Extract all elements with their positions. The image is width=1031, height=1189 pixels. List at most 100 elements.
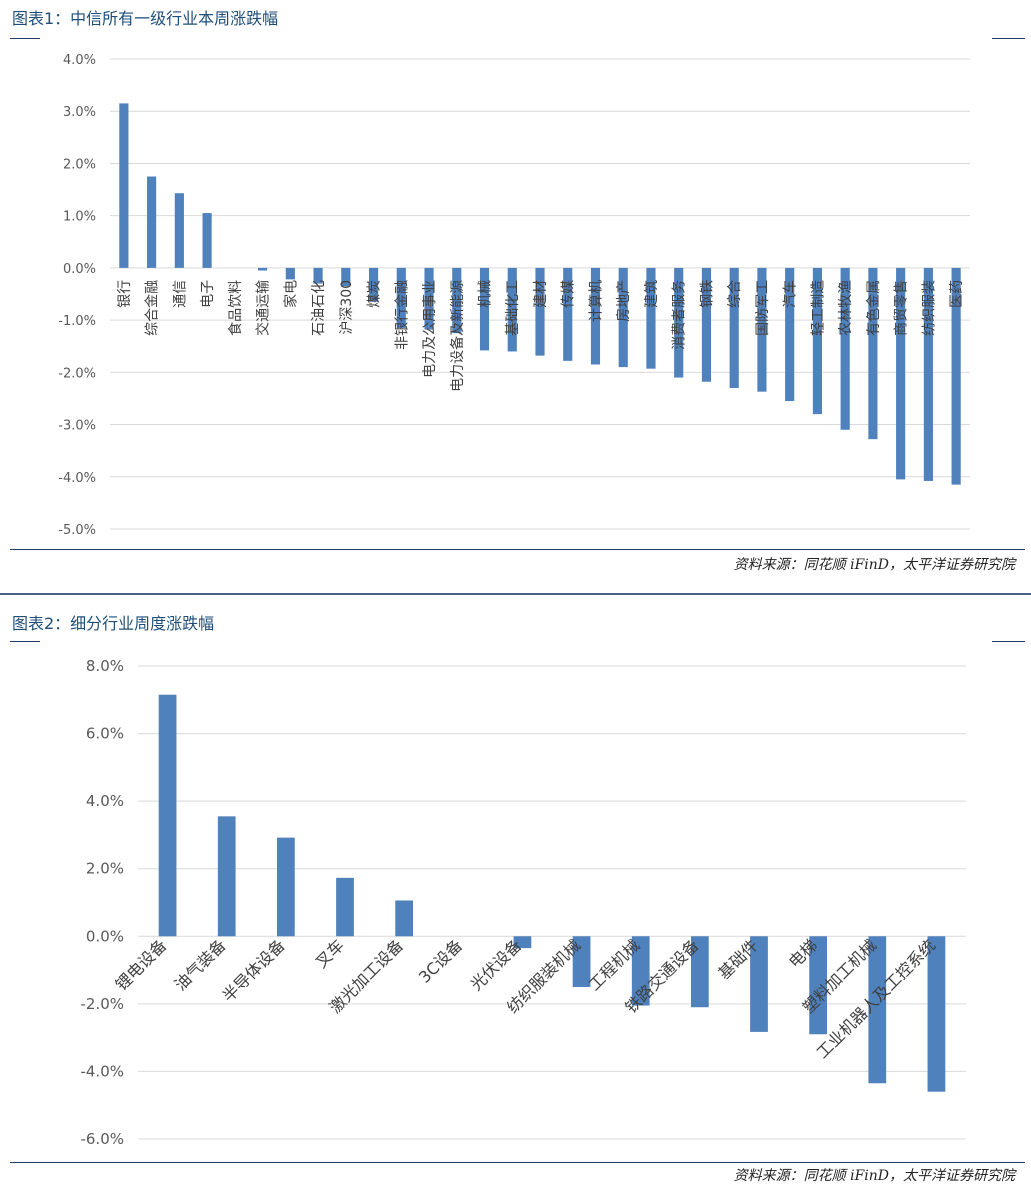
category-label: 房地产 — [616, 280, 632, 322]
category-label: 国防军工 — [755, 280, 771, 336]
category-label: 半导体设备 — [219, 936, 289, 1006]
figure2-top-rule — [10, 641, 40, 642]
category-label: 医药 — [949, 280, 965, 308]
bar — [618, 267, 628, 368]
bar — [285, 267, 295, 280]
category-label: 光伏设备 — [467, 936, 526, 995]
bar — [313, 267, 323, 284]
category-label: 煤炭 — [367, 280, 383, 308]
bar — [479, 267, 490, 351]
category-label: 基础化工 — [504, 280, 521, 336]
y-tick-label: -5.0% — [58, 523, 96, 538]
bar — [896, 267, 906, 480]
y-tick-label: 0.0% — [63, 262, 96, 277]
bar — [927, 936, 946, 1092]
y-tick-label: 4.0% — [63, 53, 96, 68]
y-tick-label: -4.0% — [80, 1062, 124, 1080]
category-label: 电力及公用事业 — [422, 280, 438, 378]
category-label: 建筑 — [644, 280, 660, 308]
figure1-source: 资料来源：同花顺 iFinD，太平洋证券研究院 — [733, 557, 1015, 573]
y-tick-label: -1.0% — [58, 314, 96, 329]
bar — [119, 103, 129, 268]
category-label: 交通运输 — [255, 280, 272, 336]
figure2-title: 图表2：细分行业周度涨跌幅 — [12, 614, 215, 633]
figure2-top-rule-right — [992, 641, 1025, 642]
bar — [951, 267, 961, 485]
bar — [396, 267, 406, 328]
y-tick-label: 0.0% — [86, 927, 124, 945]
figure1-top-rule — [10, 38, 40, 39]
figure1-bottom-rule — [10, 549, 1025, 550]
category-label: 叉车 — [312, 936, 348, 972]
category-label: 食品饮料 — [227, 280, 244, 336]
category-label: 非银行金融 — [394, 280, 410, 350]
category-label: 油气装备 — [171, 936, 230, 995]
bar — [258, 267, 268, 271]
bar — [690, 936, 709, 1008]
bar — [923, 267, 933, 481]
category-label: 计算机 — [588, 280, 604, 322]
bar — [701, 267, 712, 382]
figure2-bottom-rule — [10, 1162, 1025, 1163]
category-label: 钢铁 — [699, 280, 715, 308]
bar — [507, 267, 517, 352]
category-label: 纺织服装 — [921, 280, 937, 336]
figure2-chart: 8.0%6.0%4.0%2.0%0.0%-2.0%-4.0%-6.0%锂电设备油… — [80, 657, 966, 1148]
bar — [336, 877, 354, 937]
bar — [674, 267, 684, 378]
figure1-chart: 4.0% 3.0% 2.0% 1.0% 0.0% -1.0% -2.0% -3.0% -4.0%… — [58, 53, 970, 538]
bar — [158, 694, 177, 937]
category-label: 家电 — [282, 280, 299, 308]
y-tick-label: 6.0% — [86, 725, 124, 743]
bar — [424, 267, 434, 330]
y-tick-label: -4.0% — [58, 471, 96, 486]
category-label: 建材 — [533, 280, 549, 308]
category-label: 消费者服务 — [672, 280, 688, 350]
bar — [572, 936, 591, 987]
y-tick-label: -3.0% — [58, 419, 96, 434]
bar — [147, 176, 157, 268]
bar — [590, 267, 601, 365]
bar — [646, 267, 656, 369]
category-label: 综合 — [727, 280, 743, 308]
bar — [202, 213, 212, 268]
y-tick-label: 2.0% — [86, 860, 124, 878]
y-tick-label: 2.0% — [63, 157, 96, 172]
bar — [217, 816, 236, 937]
bar — [757, 267, 767, 392]
figure1-title: 图表1：中信所有一级行业本周涨跌幅 — [12, 9, 279, 28]
category-label: 石油石化 — [311, 280, 327, 336]
category-label: 通信 — [172, 280, 188, 308]
bar — [513, 936, 532, 949]
category-label: 传媒 — [561, 280, 577, 308]
bar — [840, 267, 850, 430]
bar — [868, 267, 878, 440]
bar — [395, 900, 414, 937]
category-label: 综合金融 — [145, 280, 161, 336]
y-tick-label: -2.0% — [80, 995, 124, 1013]
category-label: 农林牧渔 — [838, 280, 854, 336]
bar — [868, 936, 887, 1084]
bar — [341, 267, 351, 287]
bar — [631, 936, 650, 1006]
category-label: 机械 — [478, 280, 494, 308]
category-label: 银行 — [117, 280, 133, 308]
bar — [452, 267, 462, 334]
bar — [729, 267, 739, 388]
category-label: 电子 — [200, 280, 216, 308]
category-label: 3C设备 — [415, 936, 466, 987]
y-tick-label: 3.0% — [63, 105, 96, 120]
category-label: 有色金属 — [865, 280, 882, 336]
category-label: 商贸零售 — [894, 280, 910, 336]
bar — [750, 936, 768, 1032]
bar — [812, 267, 822, 415]
bar — [563, 267, 573, 361]
bar — [276, 837, 295, 937]
section-divider — [0, 593, 1031, 595]
category-label: 轻工制造 — [810, 280, 826, 336]
bar — [535, 267, 545, 356]
bar — [809, 936, 828, 1035]
category-label: 汽车 — [782, 280, 799, 308]
figure1-top-rule-right — [992, 38, 1025, 39]
y-tick-label: 8.0% — [86, 657, 124, 675]
